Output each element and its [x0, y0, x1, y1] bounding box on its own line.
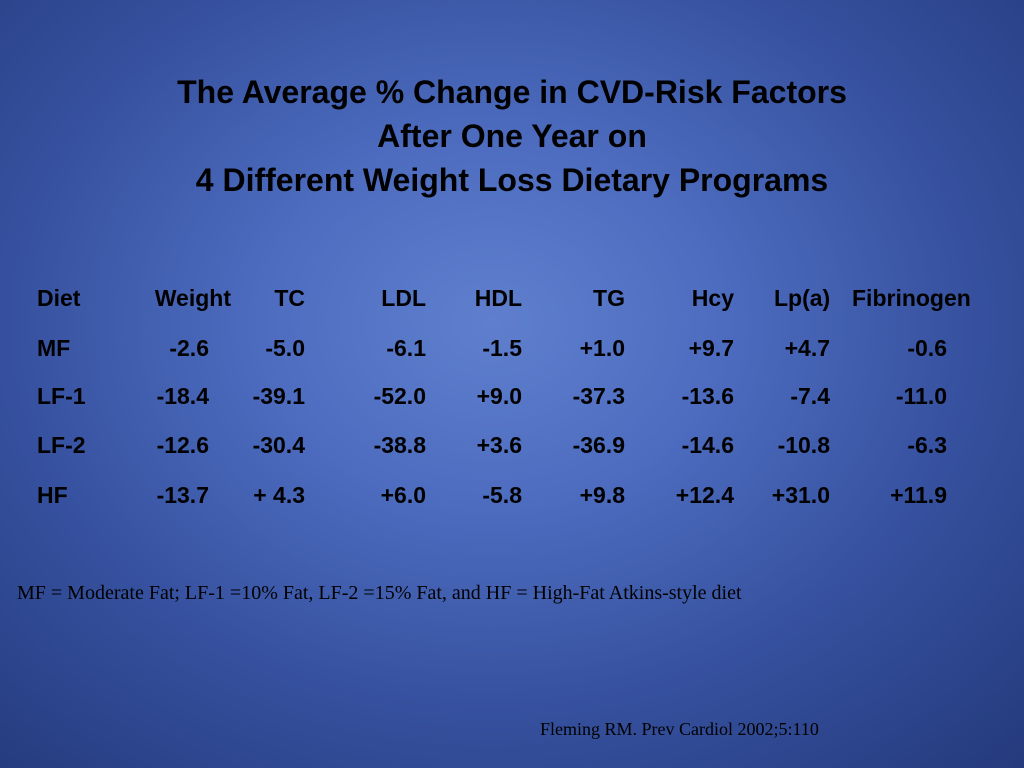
column-header: LDL	[381, 285, 426, 311]
table-cell: +6.0	[380, 482, 426, 508]
diet-abbreviation-footnote: MF = Moderate Fat; LF-1 =10% Fat, LF-2 =…	[17, 582, 742, 604]
table-cell: -6.3	[907, 432, 947, 458]
row-label-diet: LF-2	[37, 432, 86, 458]
table-cell: -0.6	[907, 335, 947, 361]
column-header: Hcy	[691, 285, 734, 311]
title-line-2: After One Year on	[377, 118, 647, 154]
title-line-3: 4 Different Weight Loss Dietary Programs	[195, 162, 829, 198]
row-label-diet: MF	[37, 335, 71, 361]
title-line-1: The Average % Change in CVD-Risk Factors	[177, 74, 847, 110]
table-cell: -36.9	[572, 432, 625, 458]
row-label-diet: HF	[37, 482, 68, 508]
table-cell: -7.4	[790, 383, 830, 409]
column-header: TC	[274, 285, 305, 311]
table-cell: -38.8	[373, 432, 426, 458]
column-header: TG	[593, 285, 625, 311]
table-cell: +4.7	[784, 335, 830, 361]
table-cell: +9.7	[688, 335, 734, 361]
table-cell: +12.4	[675, 482, 734, 508]
table-cell: -39.1	[252, 383, 305, 409]
table-cell: -30.4	[252, 432, 305, 458]
table-cell: -5.8	[482, 482, 522, 508]
table-cell: -2.6	[169, 335, 209, 361]
table-cell: -14.6	[681, 432, 734, 458]
table-cell: +3.6	[476, 432, 522, 458]
column-header: Weight	[154, 285, 231, 311]
table-cell: +11.9	[890, 482, 947, 508]
table-cell: -18.4	[156, 383, 209, 409]
column-header: Diet	[37, 285, 81, 311]
table-cell: -37.3	[572, 383, 625, 409]
table-cell: -11.0	[895, 383, 947, 409]
slide-title: The Average % Change in CVD-Risk Factors…	[0, 70, 1024, 202]
source-citation: Fleming RM. Prev Cardiol 2002;5:110	[540, 719, 819, 739]
table-cell: -1.5	[482, 335, 522, 361]
table-cell: -10.8	[777, 432, 830, 458]
column-header: HDL	[474, 285, 522, 311]
table-cell: + 4.3	[253, 482, 305, 508]
table-cell: -6.1	[386, 335, 426, 361]
table-cell: -12.6	[156, 432, 209, 458]
table-cell: -13.7	[156, 482, 209, 508]
table-cell: -5.0	[265, 335, 305, 361]
row-label-diet: LF-1	[37, 383, 86, 409]
column-header: Lp(a)	[774, 285, 831, 311]
table-cell: +31.0	[771, 482, 830, 508]
table-cell: +9.8	[579, 482, 625, 508]
column-header: Fibrinogen	[852, 285, 971, 311]
table-cell: +1.0	[579, 335, 625, 361]
table-cell: -13.6	[681, 383, 734, 409]
table-cell: +9.0	[476, 383, 522, 409]
table-cell: -52.0	[373, 383, 426, 409]
